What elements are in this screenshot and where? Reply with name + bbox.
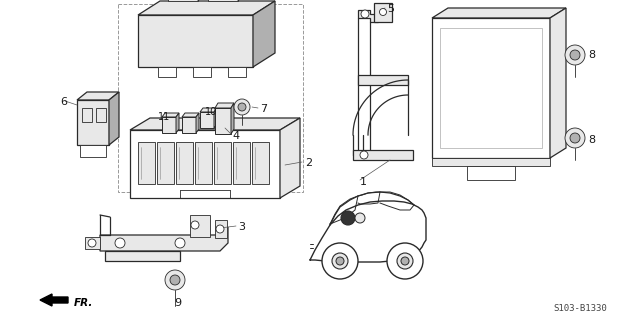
Text: 2: 2 — [305, 158, 312, 168]
Polygon shape — [238, 0, 244, 1]
Bar — [157, 142, 174, 184]
Circle shape — [191, 221, 199, 229]
Polygon shape — [196, 113, 199, 133]
Circle shape — [380, 9, 387, 16]
Bar — [228, 67, 246, 77]
Bar — [190, 215, 210, 237]
Bar — [138, 142, 155, 184]
Polygon shape — [105, 251, 180, 261]
Text: 5: 5 — [387, 4, 394, 14]
Text: 6: 6 — [60, 97, 67, 107]
Polygon shape — [215, 103, 234, 108]
Circle shape — [355, 213, 365, 223]
Circle shape — [165, 270, 185, 290]
Circle shape — [387, 243, 423, 279]
Bar — [182, 117, 196, 133]
Polygon shape — [130, 118, 300, 130]
Circle shape — [341, 211, 355, 225]
Bar — [467, 166, 515, 180]
Polygon shape — [214, 108, 217, 128]
Circle shape — [565, 128, 585, 148]
Bar — [82, 108, 92, 122]
Polygon shape — [231, 103, 234, 134]
Polygon shape — [550, 8, 566, 158]
Bar — [200, 112, 214, 128]
Polygon shape — [432, 8, 566, 18]
Text: 9: 9 — [175, 298, 182, 308]
Text: 8: 8 — [588, 50, 595, 60]
Bar — [208, 0, 238, 1]
Circle shape — [570, 50, 580, 60]
Circle shape — [170, 275, 180, 285]
Circle shape — [332, 253, 348, 269]
Circle shape — [397, 253, 413, 269]
Polygon shape — [100, 227, 228, 251]
Bar — [162, 117, 176, 133]
Bar — [233, 142, 250, 184]
Bar — [118, 4, 303, 192]
Polygon shape — [85, 237, 100, 249]
Circle shape — [88, 239, 96, 247]
Circle shape — [336, 257, 344, 265]
Bar — [130, 130, 280, 198]
Polygon shape — [253, 1, 275, 67]
Polygon shape — [77, 92, 119, 100]
Text: FR.: FR. — [74, 298, 93, 308]
Circle shape — [565, 45, 585, 65]
Text: 10: 10 — [205, 107, 217, 117]
Circle shape — [175, 238, 185, 248]
Text: 8: 8 — [588, 135, 595, 145]
Text: 11: 11 — [158, 112, 170, 122]
Bar — [77, 100, 109, 145]
Circle shape — [238, 103, 246, 111]
Text: 7: 7 — [260, 104, 267, 114]
Polygon shape — [358, 75, 408, 85]
Bar — [158, 67, 176, 77]
Bar — [193, 67, 211, 77]
Bar — [80, 145, 106, 157]
Polygon shape — [109, 92, 119, 145]
Bar — [168, 0, 198, 1]
Polygon shape — [358, 10, 390, 22]
Circle shape — [322, 243, 358, 279]
Circle shape — [401, 257, 409, 265]
Polygon shape — [138, 1, 275, 15]
Bar — [195, 142, 212, 184]
Text: 1: 1 — [360, 177, 367, 187]
Polygon shape — [200, 108, 217, 112]
Bar — [96, 108, 106, 122]
Polygon shape — [176, 113, 179, 133]
Bar — [432, 18, 550, 158]
Polygon shape — [162, 113, 179, 117]
Circle shape — [234, 99, 250, 115]
Bar — [176, 142, 193, 184]
Polygon shape — [280, 118, 300, 198]
Bar — [440, 28, 542, 148]
Circle shape — [570, 133, 580, 143]
Bar — [432, 158, 550, 166]
Polygon shape — [198, 0, 204, 1]
Polygon shape — [374, 3, 392, 22]
Bar — [214, 142, 231, 184]
Polygon shape — [182, 113, 199, 117]
Circle shape — [360, 151, 368, 159]
Text: 3: 3 — [238, 222, 245, 232]
Bar — [215, 220, 227, 238]
Text: S103-B1330: S103-B1330 — [553, 304, 607, 313]
Text: 4: 4 — [232, 131, 239, 141]
Circle shape — [361, 10, 369, 18]
Bar — [138, 15, 253, 67]
Circle shape — [115, 238, 125, 248]
Polygon shape — [353, 150, 413, 160]
Bar — [215, 108, 231, 134]
FancyArrow shape — [40, 294, 68, 306]
Circle shape — [216, 225, 224, 233]
Bar — [252, 142, 269, 184]
